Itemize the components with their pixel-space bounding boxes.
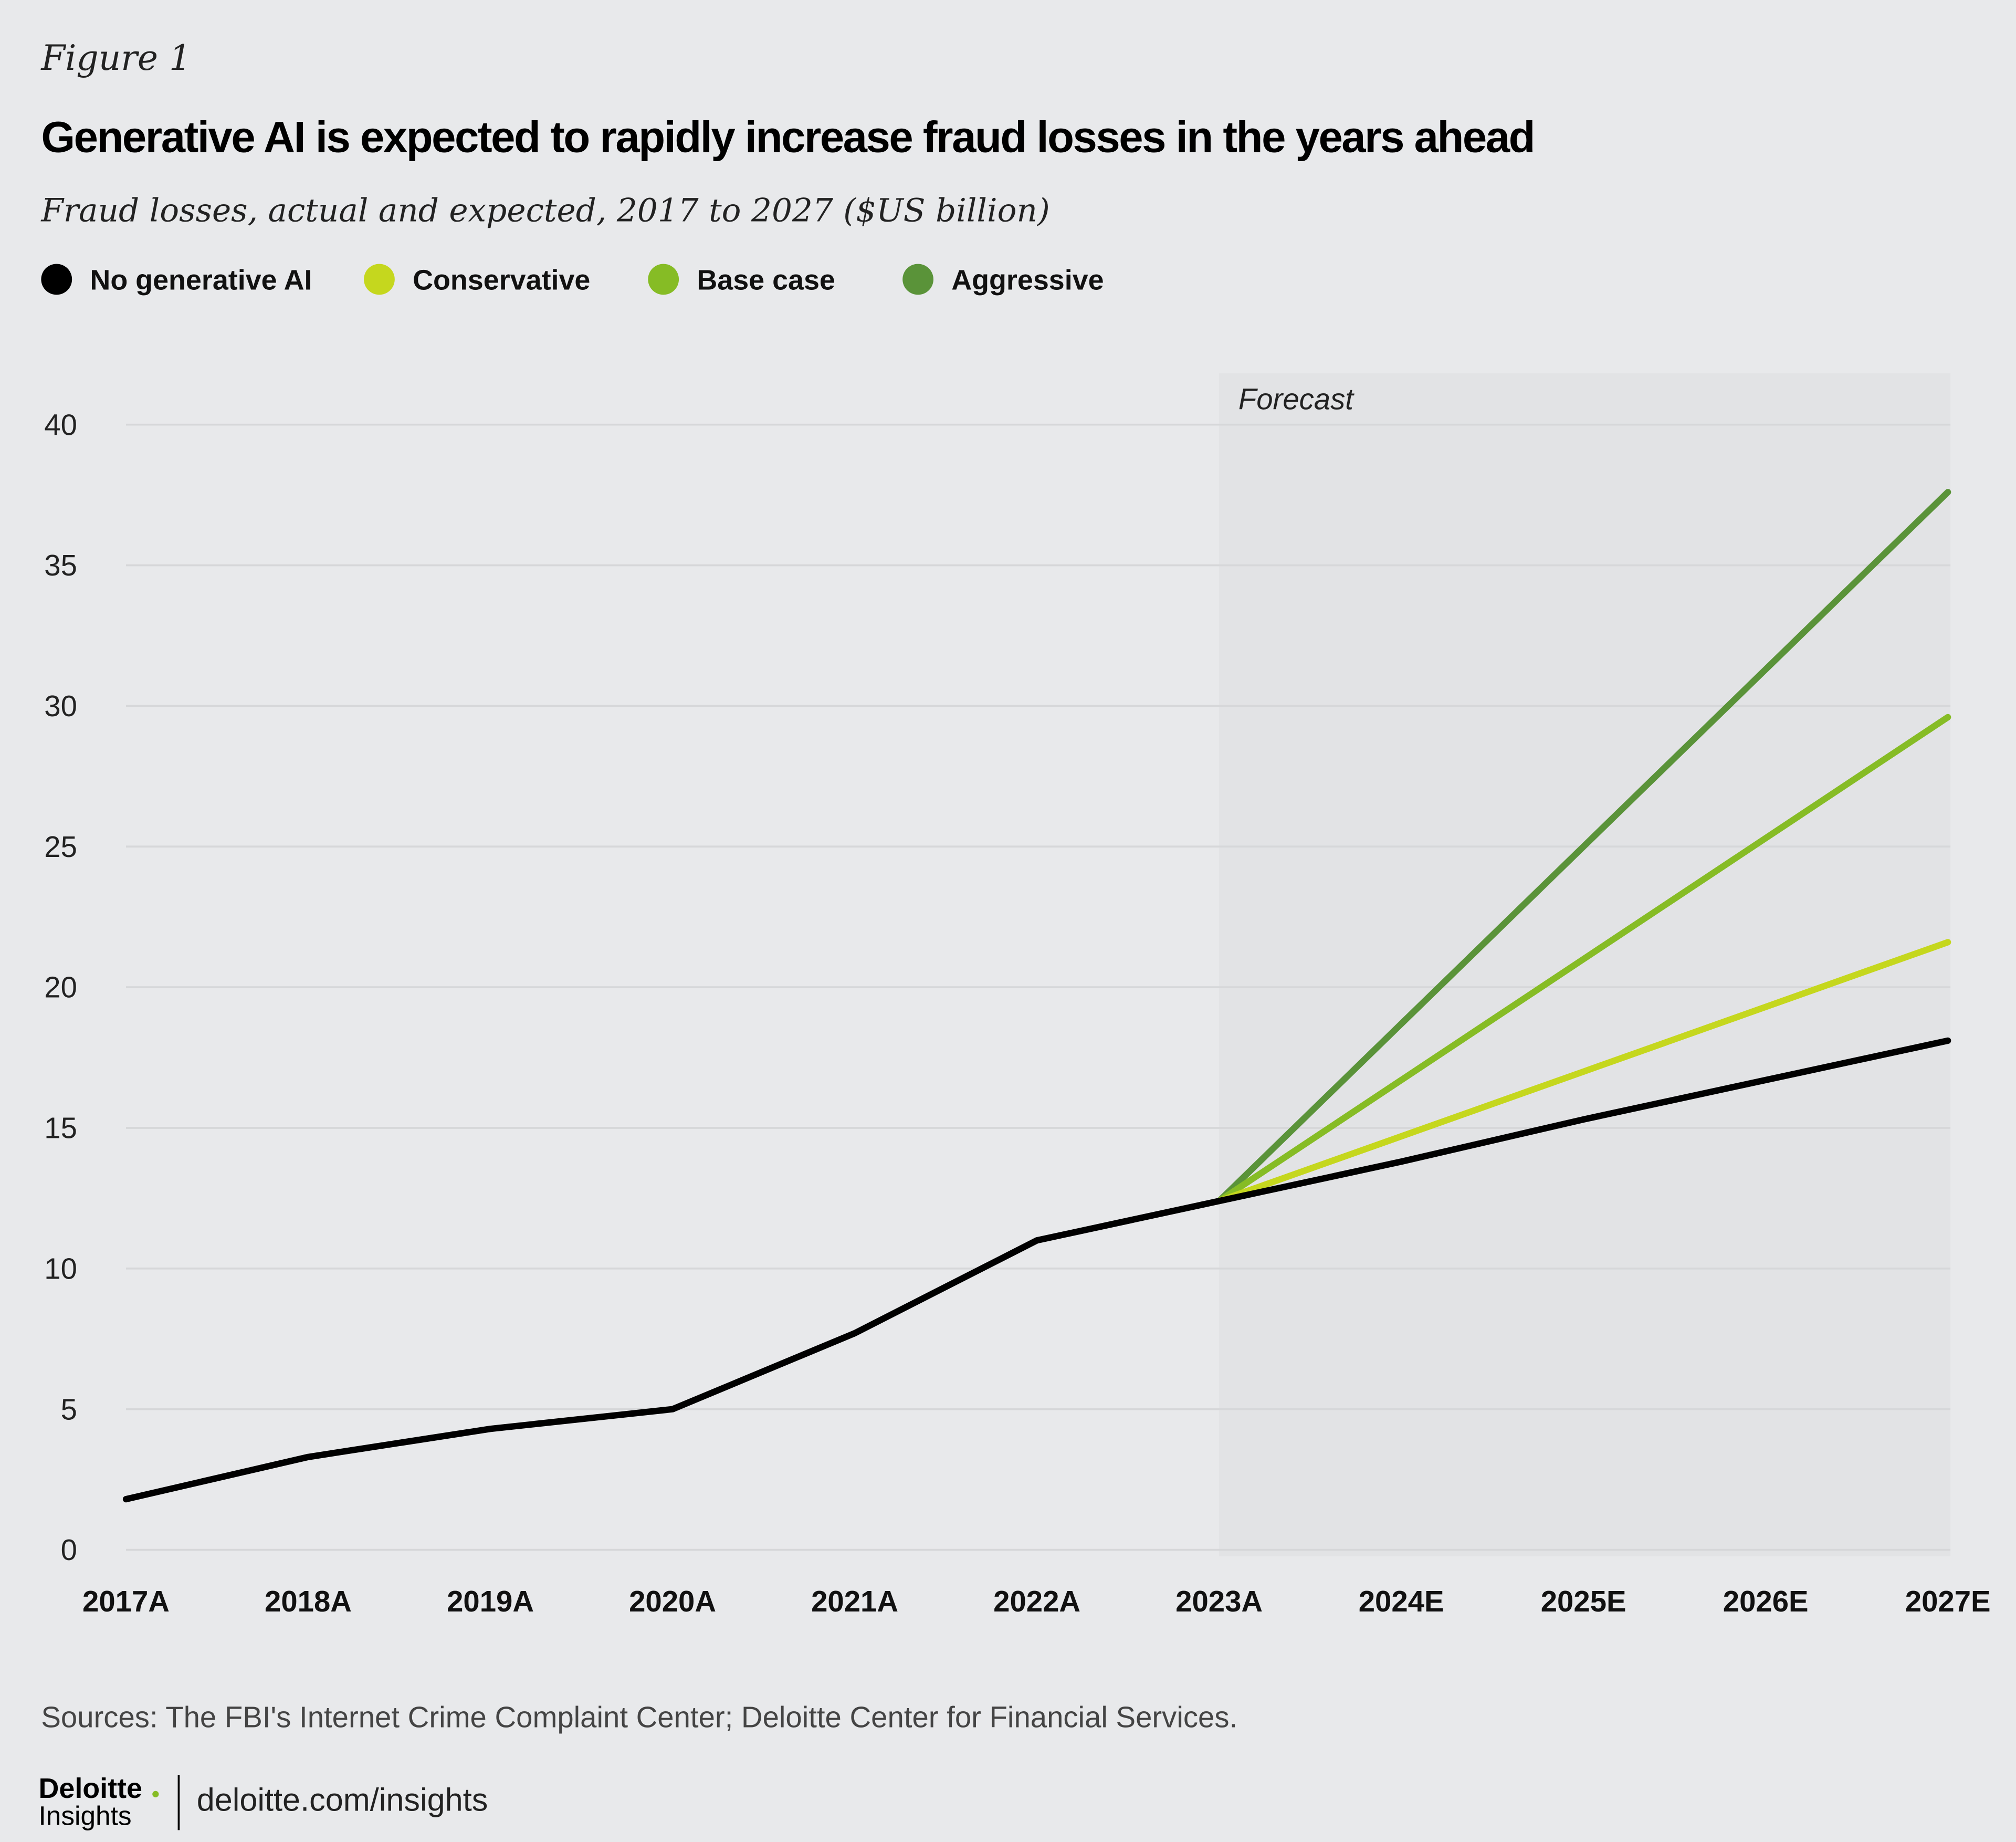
y-tick-label: 30 <box>44 689 77 723</box>
x-tick-label: 2027E <box>1905 1585 1991 1618</box>
legend-swatch <box>41 264 72 295</box>
forecast-region <box>1219 373 1951 1556</box>
legend-label: No generative AI <box>90 265 312 296</box>
x-tick-label: 2023A <box>1175 1585 1263 1618</box>
x-axis: 2017A 2018A 2019A 2020A 2021A 2022A 2023A 2024E… <box>82 1585 1991 1618</box>
y-axis: 0 5 10 15 20 25 30 35 40 <box>44 408 77 1566</box>
sources-note: Sources: The FBI's Internet Crime Compla… <box>41 1701 1237 1734</box>
forecast-label: Forecast <box>1238 382 1354 415</box>
legend-swatch <box>364 264 395 295</box>
footer-url[interactable]: deloitte.com/insights <box>197 1782 488 1818</box>
legend-label: Conservative <box>413 265 590 296</box>
chart-title: Generative AI is expected to rapidly inc… <box>41 113 1534 162</box>
x-tick-label: 2021A <box>811 1585 898 1618</box>
legend-swatch <box>902 264 933 295</box>
gridlines <box>126 423 1951 1551</box>
logo-deloitte: Deloitte <box>38 1773 142 1804</box>
y-tick-label: 40 <box>44 408 77 441</box>
chart-subtitle: Fraud losses, actual and expected, 2017 … <box>40 192 1049 229</box>
logo-insights: Insights <box>38 1801 131 1831</box>
legend-label: Base case <box>697 265 835 296</box>
legend-label: Aggressive <box>951 265 1104 296</box>
deloitte-logo: Deloitte Insights <box>38 1773 159 1831</box>
y-tick-label: 35 <box>44 549 77 582</box>
legend: No generative AI Conservative Base case Agg… <box>41 264 1104 296</box>
x-tick-label: 2024E <box>1359 1585 1444 1618</box>
series-lines <box>122 489 1951 1503</box>
y-tick-label: 20 <box>44 971 77 1004</box>
x-tick-label: 2026E <box>1723 1585 1809 1618</box>
x-tick-label: 2018A <box>265 1585 352 1618</box>
figure-label: Figure 1 <box>40 38 191 78</box>
x-tick-label: 2022A <box>993 1585 1080 1618</box>
legend-swatch <box>648 264 679 295</box>
y-tick-label: 25 <box>44 830 77 863</box>
logo-dot <box>152 1791 159 1797</box>
y-tick-label: 5 <box>61 1393 77 1426</box>
y-tick-label: 10 <box>44 1252 77 1285</box>
y-tick-label: 15 <box>44 1112 77 1145</box>
x-tick-label: 2019A <box>447 1585 534 1618</box>
x-tick-label: 2020A <box>629 1585 716 1618</box>
x-tick-label: 2025E <box>1541 1585 1626 1618</box>
x-tick-label: 2017A <box>82 1585 170 1618</box>
y-tick-label: 0 <box>61 1533 77 1566</box>
